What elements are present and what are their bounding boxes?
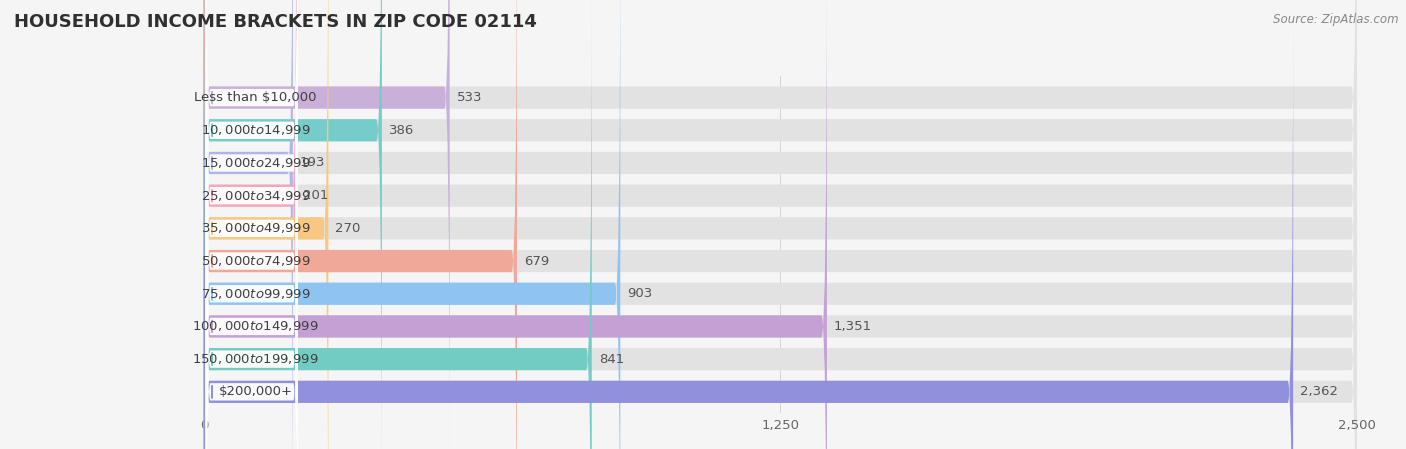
Text: $25,000 to $34,999: $25,000 to $34,999: [201, 189, 311, 202]
Text: 679: 679: [524, 255, 550, 268]
FancyBboxPatch shape: [204, 0, 517, 449]
FancyBboxPatch shape: [204, 0, 592, 449]
Text: $200,000+: $200,000+: [218, 385, 292, 398]
FancyBboxPatch shape: [205, 0, 298, 449]
FancyBboxPatch shape: [205, 0, 298, 416]
FancyBboxPatch shape: [204, 0, 827, 449]
FancyBboxPatch shape: [204, 0, 292, 449]
FancyBboxPatch shape: [204, 0, 450, 449]
FancyBboxPatch shape: [205, 74, 298, 449]
Text: 1,351: 1,351: [834, 320, 872, 333]
Text: 193: 193: [299, 156, 325, 169]
FancyBboxPatch shape: [204, 0, 1357, 449]
Text: 270: 270: [335, 222, 361, 235]
Text: Less than $10,000: Less than $10,000: [194, 91, 316, 104]
Text: $100,000 to $149,999: $100,000 to $149,999: [193, 319, 319, 334]
Text: 841: 841: [599, 352, 624, 365]
Text: $35,000 to $49,999: $35,000 to $49,999: [201, 221, 311, 235]
FancyBboxPatch shape: [204, 0, 1357, 449]
FancyBboxPatch shape: [205, 0, 298, 449]
FancyBboxPatch shape: [204, 0, 1357, 449]
FancyBboxPatch shape: [205, 0, 298, 449]
FancyBboxPatch shape: [204, 0, 620, 449]
FancyBboxPatch shape: [205, 0, 298, 449]
Text: 386: 386: [389, 124, 413, 137]
Text: $150,000 to $199,999: $150,000 to $199,999: [193, 352, 319, 366]
Text: HOUSEHOLD INCOME BRACKETS IN ZIP CODE 02114: HOUSEHOLD INCOME BRACKETS IN ZIP CODE 02…: [14, 13, 537, 31]
Text: $75,000 to $99,999: $75,000 to $99,999: [201, 287, 311, 301]
FancyBboxPatch shape: [204, 0, 1357, 449]
FancyBboxPatch shape: [205, 8, 298, 449]
Text: Source: ZipAtlas.com: Source: ZipAtlas.com: [1274, 13, 1399, 26]
FancyBboxPatch shape: [204, 11, 1294, 449]
FancyBboxPatch shape: [204, 0, 382, 449]
Text: $15,000 to $24,999: $15,000 to $24,999: [201, 156, 311, 170]
Text: 903: 903: [627, 287, 652, 300]
Text: 533: 533: [457, 91, 482, 104]
FancyBboxPatch shape: [204, 0, 1357, 449]
FancyBboxPatch shape: [204, 0, 1357, 449]
FancyBboxPatch shape: [205, 0, 298, 449]
Text: $10,000 to $14,999: $10,000 to $14,999: [201, 123, 311, 137]
FancyBboxPatch shape: [204, 0, 1357, 449]
Text: $50,000 to $74,999: $50,000 to $74,999: [201, 254, 311, 268]
FancyBboxPatch shape: [204, 0, 297, 449]
Text: 2,362: 2,362: [1301, 385, 1339, 398]
FancyBboxPatch shape: [205, 41, 298, 449]
FancyBboxPatch shape: [205, 0, 298, 449]
FancyBboxPatch shape: [204, 0, 1357, 449]
FancyBboxPatch shape: [204, 0, 329, 449]
FancyBboxPatch shape: [204, 0, 1357, 449]
Text: 201: 201: [304, 189, 329, 202]
FancyBboxPatch shape: [204, 11, 1357, 449]
